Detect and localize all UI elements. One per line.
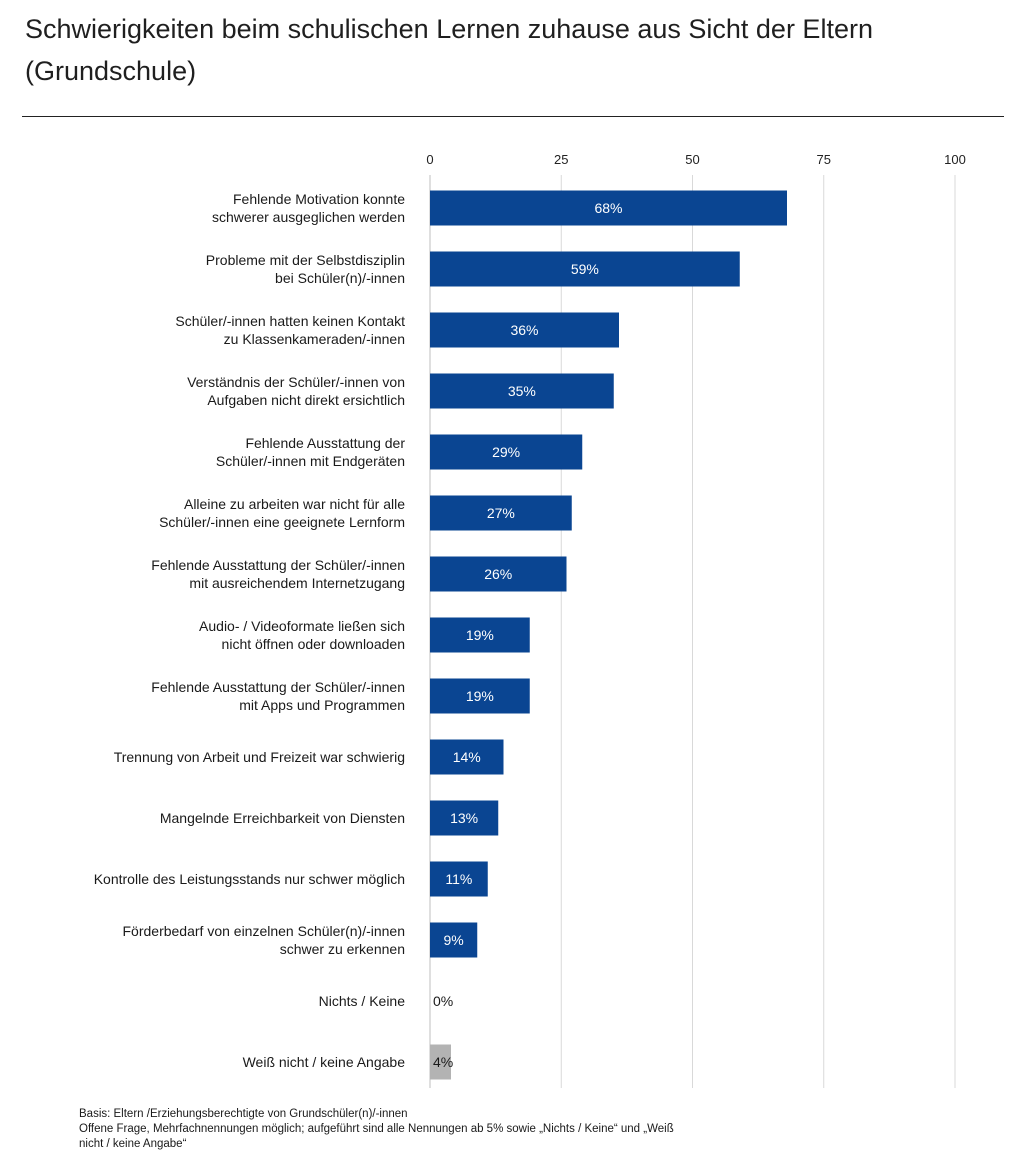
- category-label-15: Weiß nicht / keine Angabe: [243, 1054, 406, 1070]
- bar-13: [430, 922, 478, 958]
- title-divider: [22, 116, 1004, 117]
- category-label-13-line-1: Förderbedarf von einzelnen Schüler(n)/-i…: [123, 923, 406, 939]
- category-label-12: Kontrolle des Leistungsstands nur schwer…: [94, 871, 405, 887]
- bar-value-label-11: 13%: [450, 810, 478, 826]
- bar-8: [430, 617, 530, 653]
- bar-value-label-3: 36%: [510, 322, 538, 338]
- bar-chart: 0 25 50 75 100 68% Fehlende Motivation konnte s…: [94, 152, 966, 1088]
- category-label-8-line-1: Audio- / Videoformate ließen sich: [199, 618, 405, 634]
- bar-15: [430, 1044, 451, 1080]
- x-tick-label-50: 50: [685, 152, 699, 167]
- bar-10: [430, 739, 504, 775]
- bar-5: [430, 434, 583, 470]
- category-label-5-line-1: Fehlende Ausstattung der: [245, 435, 405, 451]
- bar-value-label-1: 68%: [594, 200, 622, 216]
- category-label-9-line-2: mit Apps und Programmen: [239, 697, 405, 713]
- bar-2: [430, 251, 740, 287]
- category-label-9-line-1: Fehlende Ausstattung der Schüler/-innen: [151, 679, 405, 695]
- category-label-4-line-2: Aufgaben nicht direkt ersichtlich: [207, 392, 405, 408]
- x-tick-label-0: 0: [426, 152, 433, 167]
- bar-value-label-2: 59%: [571, 261, 599, 277]
- bar-value-label-8: 19%: [466, 627, 494, 643]
- bar-value-label-15: 4%: [433, 1054, 453, 1070]
- category-label-8-line-2: nicht öffnen oder downloaden: [222, 636, 405, 652]
- x-tick-label-25: 25: [554, 152, 568, 167]
- footnote: Basis: Eltern /Erziehungsberechtigte von…: [79, 1107, 839, 1152]
- category-label-7-line-1: Fehlende Ausstattung der Schüler/-innen: [151, 557, 405, 573]
- category-label-6-line-1: Alleine zu arbeiten war nicht für alle: [184, 496, 405, 512]
- category-label-3-line-2: zu Klassenkameraden/-innen: [224, 331, 405, 347]
- category-label-1-line-1: Fehlende Motivation konnte: [233, 191, 405, 207]
- bar-9: [430, 678, 530, 714]
- bar-value-label-7: 26%: [484, 566, 512, 582]
- category-label-6-line-2: Schüler/-innen eine geeignete Lernform: [159, 514, 405, 530]
- page-title-line-1: Schwierigkeiten beim schulischen Lernen …: [25, 14, 873, 44]
- x-tick-label-100: 100: [944, 152, 966, 167]
- bar-7: [430, 556, 567, 592]
- bar-value-label-5: 29%: [492, 444, 520, 460]
- category-label-11: Mangelnde Erreichbarkeit von Diensten: [160, 810, 405, 826]
- footnote-note: Offene Frage, Mehrfachnennungen möglich;…: [79, 1123, 674, 1135]
- bar-11: [430, 800, 499, 836]
- footnote-basis: Basis: Eltern /Erziehungsberechtigte von…: [79, 1108, 408, 1120]
- bar-value-label-10: 14%: [453, 749, 481, 765]
- footnote-note-continued: nicht / keine Angabe“: [79, 1138, 187, 1150]
- bar-value-label-13: 9%: [444, 932, 464, 948]
- bar-6: [430, 495, 572, 531]
- bar-3: [430, 312, 619, 348]
- category-label-10: Trennung von Arbeit und Freizeit war sch…: [114, 749, 405, 765]
- category-label-2-line-1: Probleme mit der Selbstdisziplin: [206, 252, 405, 268]
- page-title: Schwierigkeiten beim schulischen Lernen …: [25, 8, 985, 92]
- bar-1: [430, 190, 787, 226]
- bar-12: [430, 861, 488, 897]
- x-tick-label-75: 75: [817, 152, 831, 167]
- bar-value-label-12: 11%: [445, 871, 472, 887]
- bar-value-label-14: 0%: [433, 993, 453, 1009]
- category-label-5-line-2: Schüler/-innen mit Endgeräten: [216, 453, 405, 469]
- category-label-7-line-2: mit ausreichendem Internetzugang: [189, 575, 405, 591]
- bar-value-label-9: 19%: [466, 688, 494, 704]
- category-label-13-line-2: schwer zu erkennen: [280, 941, 405, 957]
- category-label-3-line-1: Schüler/-innen hatten keinen Kontakt: [175, 313, 405, 329]
- page-title-line-2: (Grundschule): [25, 56, 197, 86]
- category-label-1-line-2: schwerer ausgeglichen werden: [212, 209, 405, 225]
- bar-value-label-4: 35%: [508, 383, 536, 399]
- category-label-14: Nichts / Keine: [319, 993, 406, 1009]
- bar-value-label-6: 27%: [487, 505, 515, 521]
- bar-4: [430, 373, 614, 409]
- category-label-2-line-2: bei Schüler(n)/-innen: [275, 270, 405, 286]
- category-label-4-line-1: Verständnis der Schüler/-innen von: [187, 374, 405, 390]
